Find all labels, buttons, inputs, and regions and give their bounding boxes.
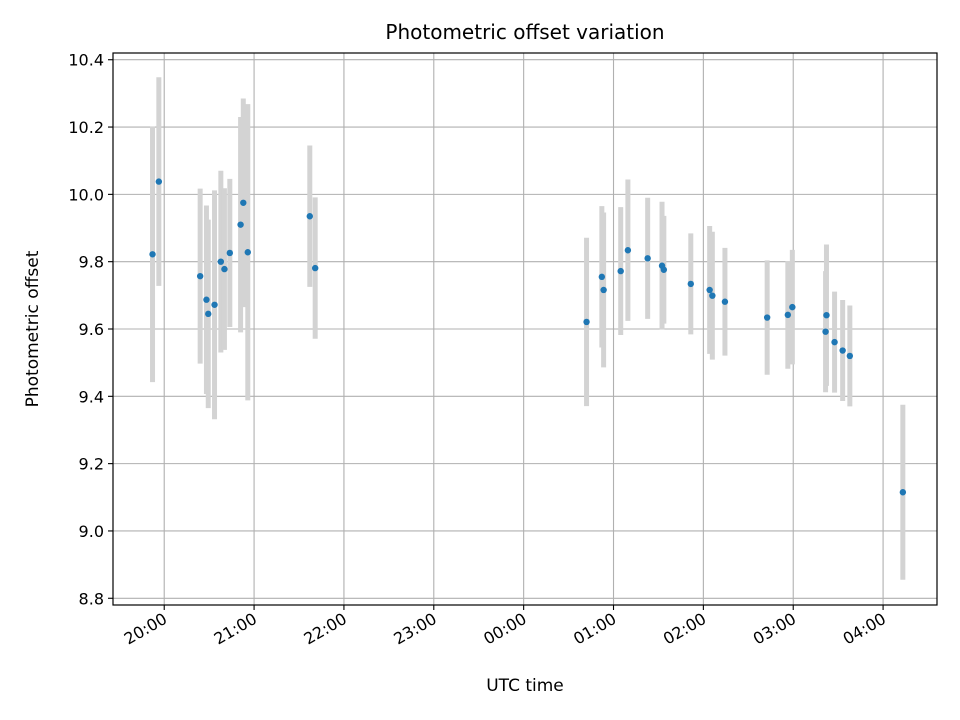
data-point (789, 303, 796, 311)
data-point (660, 266, 668, 273)
data-point (149, 251, 156, 258)
data-point (687, 280, 694, 288)
data-point (240, 199, 247, 206)
y-tick-label: 9.4 (79, 387, 104, 406)
data-point (617, 267, 624, 275)
y-axis: 8.8 9.0 9.2 9.4 9.6 9.8 10.0 10.2 10.4 (68, 51, 113, 608)
data-point (644, 255, 651, 262)
data-point (823, 312, 830, 319)
data-point (831, 338, 838, 346)
data-point (709, 292, 716, 299)
data-point (196, 272, 204, 280)
chart-title: Photometric offset variation (385, 20, 664, 44)
y-tick-label: 10.0 (68, 185, 104, 204)
data-point (226, 249, 234, 257)
data-point (839, 347, 846, 354)
data-point (763, 314, 771, 321)
data-point (311, 264, 319, 272)
data-point (205, 310, 212, 318)
y-tick-label: 10.2 (68, 118, 104, 137)
y-tick-label: 8.8 (79, 589, 104, 608)
data-point (706, 286, 713, 294)
data-point (221, 265, 228, 273)
data-point (244, 249, 251, 256)
y-tick-label: 10.4 (68, 51, 104, 70)
data-point (155, 178, 163, 185)
data-point (822, 328, 829, 335)
y-tick-label: 9.2 (79, 455, 104, 474)
grid-layer (113, 53, 937, 605)
data-point (598, 273, 606, 281)
data-point (583, 318, 590, 326)
data-point (600, 286, 607, 294)
data-point (721, 298, 729, 305)
data-point (211, 301, 218, 308)
data-point (203, 296, 210, 303)
point-layer (149, 178, 907, 496)
data-point (784, 311, 792, 319)
data-point (899, 489, 907, 496)
data-point (624, 247, 632, 254)
x-axis-title: UTC time (486, 676, 564, 696)
y-tick-label: 9.8 (79, 253, 104, 272)
data-point (306, 213, 313, 220)
y-tick-label: 9.0 (79, 522, 104, 541)
data-point (846, 352, 854, 360)
data-point (217, 258, 225, 265)
data-point (237, 221, 244, 228)
y-tick-label: 9.6 (79, 320, 104, 339)
y-axis-title: Photometric offset (23, 250, 43, 407)
